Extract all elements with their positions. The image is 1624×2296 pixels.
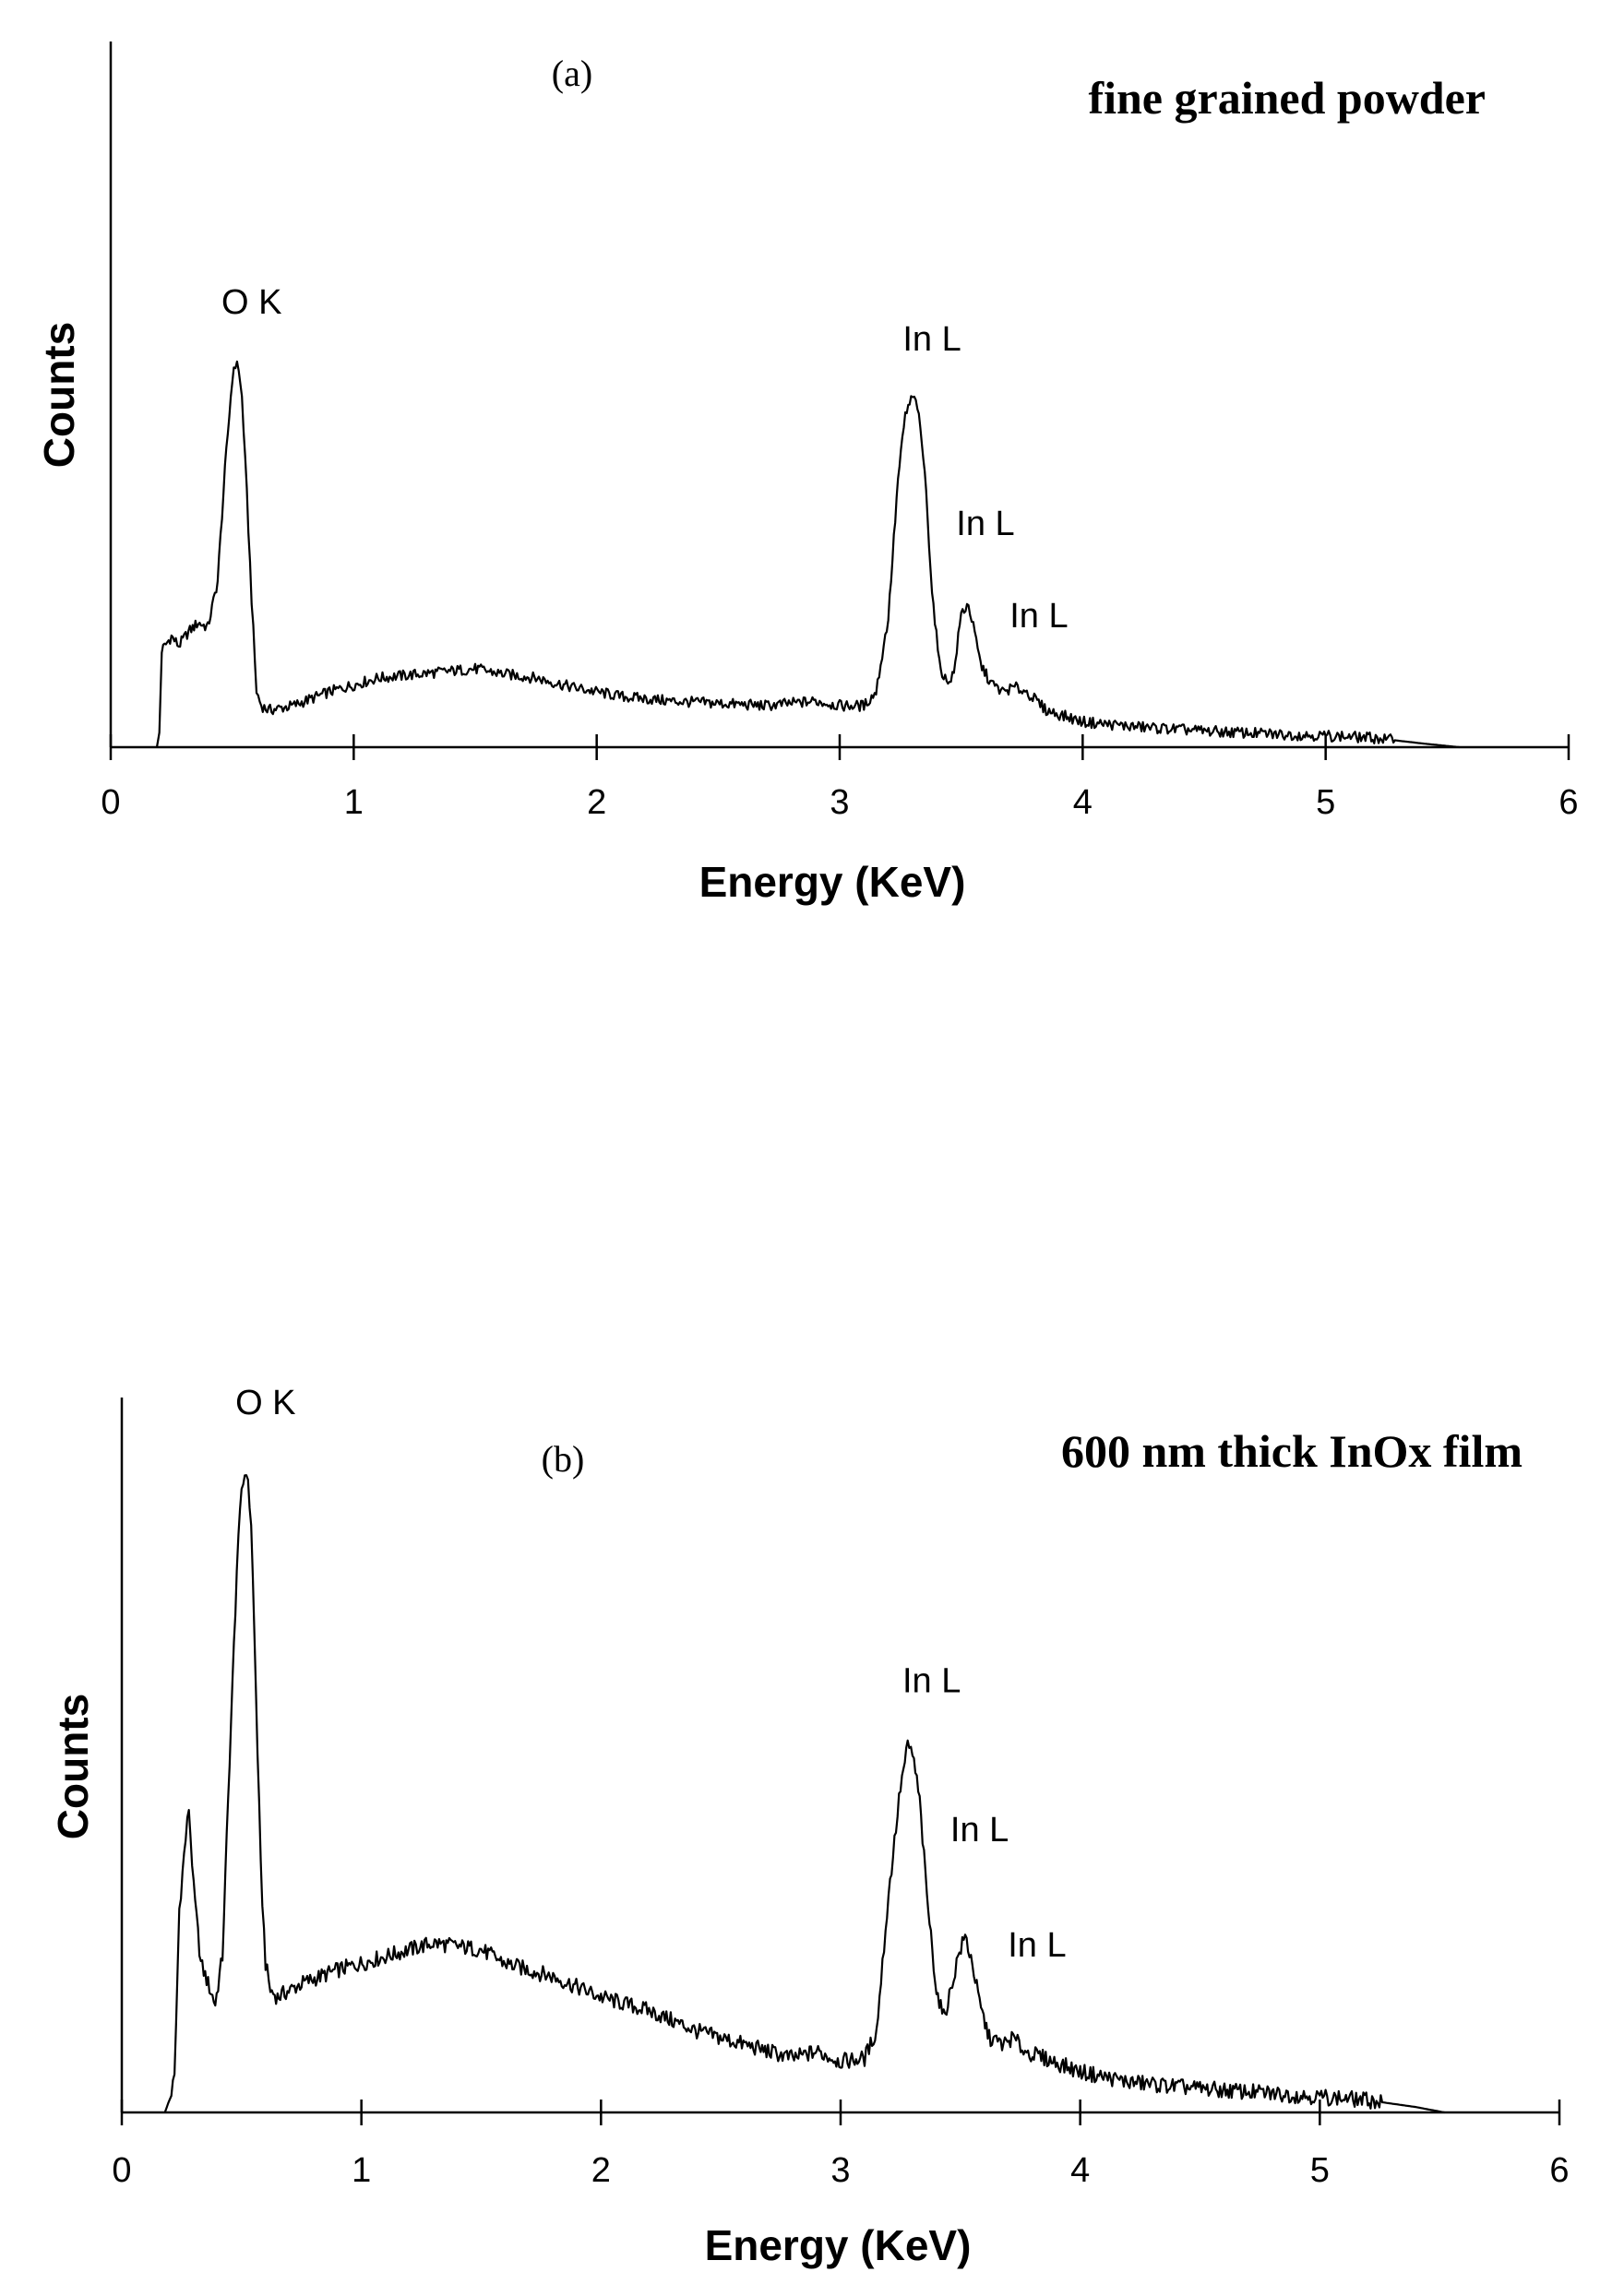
panel-b-axes xyxy=(120,1398,1559,2114)
peak-annotation: In L xyxy=(902,1661,961,1700)
x-tick-label: 5 xyxy=(1316,783,1335,822)
panel-b-x-axis-label: Energy (KeV) xyxy=(705,2221,972,2269)
panel-a-ticks: 0 1 2 3 4 5 6 xyxy=(101,734,1579,822)
peak-annotation: In L xyxy=(950,1811,1009,1850)
x-tick-label: 2 xyxy=(587,783,606,822)
panel-b-label: (b) xyxy=(542,1438,585,1480)
panel-b-title: 600 nm thick InOx film xyxy=(1061,1425,1522,1477)
peak-annotation: In L xyxy=(1009,597,1068,636)
panel-a-label: (a) xyxy=(552,53,592,94)
panel-b-y-axis-label: Counts xyxy=(49,1694,97,1839)
panel-a-y-axis-label: Counts xyxy=(35,322,83,468)
x-tick-label: 1 xyxy=(352,2151,371,2190)
panel-a-axes xyxy=(109,42,1569,749)
x-tick-label: 1 xyxy=(344,783,364,822)
x-tick-label: 0 xyxy=(101,783,120,822)
x-tick-label: 4 xyxy=(1073,783,1093,822)
panel-b-spectrum-line xyxy=(163,1474,1445,2114)
x-tick-label: 6 xyxy=(1549,2151,1569,2190)
panel-a-spectrum-line xyxy=(155,360,1460,749)
x-tick-label: 5 xyxy=(1310,2151,1330,2190)
x-tick-label: 4 xyxy=(1070,2151,1090,2190)
peak-annotation: O K xyxy=(235,1384,295,1422)
x-tick-label: 3 xyxy=(830,783,849,822)
x-tick-label: 0 xyxy=(112,2151,131,2190)
x-tick-label: 3 xyxy=(830,2151,850,2190)
peak-annotation: O K xyxy=(221,283,281,322)
x-tick-label: 2 xyxy=(591,2151,611,2190)
panel-a-chart: 0 1 2 3 4 5 6 O K In L In L In L (a) fine grained… xyxy=(35,42,1579,906)
peak-annotation: In L xyxy=(902,320,961,359)
peak-annotation: In L xyxy=(956,505,1014,543)
panel-a-title: fine grained powder xyxy=(1088,72,1486,124)
peak-annotation: In L xyxy=(1008,1926,1066,1965)
panel-a-annotations: O K In L In L In L xyxy=(221,283,1069,636)
panel-b-ticks: 0 1 2 3 4 5 6 xyxy=(112,2100,1570,2190)
panel-b-annotations: O K In L In L In L xyxy=(235,1384,1067,1965)
panel-a-x-axis-label: Energy (KeV) xyxy=(699,858,966,906)
x-tick-label: 6 xyxy=(1558,783,1578,822)
panel-b-chart: 0 1 2 3 4 5 6 O K In L In L In L (b) 600 nm thick… xyxy=(49,1384,1570,2269)
